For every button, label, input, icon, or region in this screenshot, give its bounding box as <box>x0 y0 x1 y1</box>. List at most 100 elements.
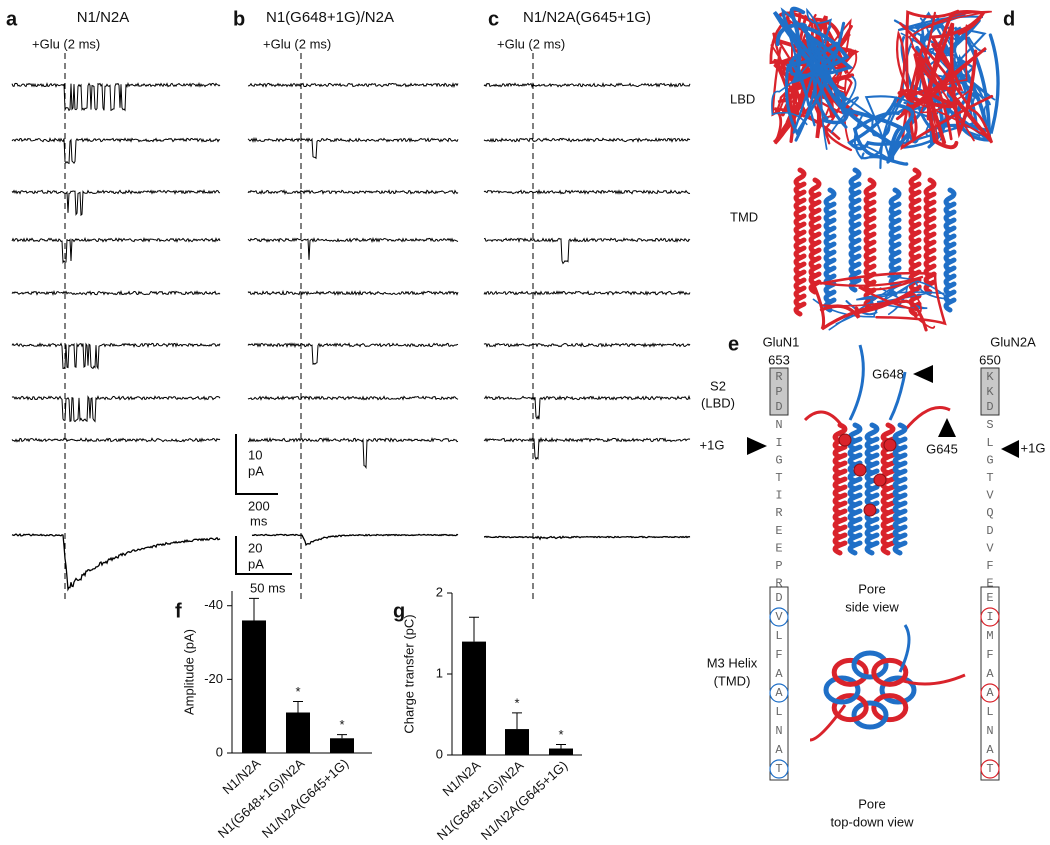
residue: S <box>986 418 993 432</box>
residue: Q <box>986 506 993 520</box>
protein-coil <box>889 102 915 161</box>
protein-helix <box>943 187 957 313</box>
single-channel-trace <box>247 236 459 260</box>
residue: I <box>986 610 993 624</box>
residue: F <box>986 648 993 662</box>
residue-label: G645 <box>926 441 958 456</box>
glycine-sphere <box>873 473 887 487</box>
protein-helix <box>847 422 863 556</box>
residue-circle <box>980 683 1000 703</box>
scale-label: 200 <box>248 498 270 513</box>
residue: A <box>986 686 994 700</box>
bar <box>286 712 310 753</box>
residue: M <box>986 629 993 643</box>
significance-mark: * <box>295 684 300 699</box>
glycine-sphere <box>853 463 867 477</box>
residue-circle <box>769 683 789 703</box>
protein-coil <box>830 75 859 134</box>
residue: T <box>775 762 782 776</box>
significance-mark: * <box>558 727 563 742</box>
residue: R <box>775 506 782 520</box>
residue: A <box>986 667 994 681</box>
helix-end <box>879 675 917 705</box>
residue: K <box>986 370 994 384</box>
average-trace <box>484 535 691 541</box>
arrowhead <box>747 437 767 455</box>
helix-end <box>851 650 889 680</box>
error-bar <box>249 597 259 621</box>
residue: T <box>775 471 782 485</box>
y-tick-label: 0 <box>216 744 223 759</box>
protein-helix <box>823 187 837 313</box>
residue: L <box>986 705 993 719</box>
region-label: (LBD) <box>701 395 735 410</box>
error-bar <box>556 743 566 749</box>
protein-helix <box>793 167 807 317</box>
error-bar <box>512 712 522 730</box>
single-channel-trace <box>483 137 691 143</box>
protein-coil <box>895 11 937 107</box>
protein-coil <box>888 371 907 421</box>
significance-mark: * <box>514 695 519 710</box>
residue: R <box>775 577 782 591</box>
scale-bar <box>235 536 292 575</box>
y-axis-label: Charge transfer (pC) <box>401 614 416 733</box>
m3-box <box>980 586 1000 781</box>
protein-coil <box>771 25 832 126</box>
single-channel-trace <box>483 81 691 89</box>
protein-coil <box>899 42 953 116</box>
y-tick-label: -40 <box>204 597 223 612</box>
single-channel-trace <box>11 236 221 264</box>
bar <box>330 738 354 753</box>
residue-circle <box>769 607 789 627</box>
single-channel-trace <box>247 342 459 365</box>
residue: A <box>775 743 783 757</box>
residue: V <box>775 610 783 624</box>
stimulus-label: +Glu (2 ms) <box>263 36 331 51</box>
average-trace <box>11 533 221 592</box>
residue: E <box>775 524 782 538</box>
residue: L <box>986 436 993 450</box>
single-channel-trace <box>11 289 221 296</box>
residue-circle <box>980 759 1000 779</box>
subunit-name: GluN1 <box>763 334 800 349</box>
view-label: Pore <box>858 796 885 811</box>
residue: F <box>775 648 782 662</box>
residue: A <box>775 686 783 700</box>
single-channel-trace <box>483 342 691 348</box>
residue: E <box>986 577 993 591</box>
scale-label: 50 ms <box>250 580 286 595</box>
residue: P <box>775 385 782 399</box>
residue: V <box>986 541 994 555</box>
bar <box>505 729 529 755</box>
protein-coil <box>819 271 947 326</box>
y-axis-label: Amplitude (pA) <box>181 629 196 715</box>
scale-label: pA <box>248 463 264 478</box>
single-channel-trace <box>11 395 221 423</box>
protein-helix <box>892 422 908 556</box>
trace-title: N1/N2A(G645+1G) <box>523 9 651 26</box>
view-label: top-down view <box>830 814 914 829</box>
glycine-sphere <box>838 433 852 447</box>
single-channel-trace <box>11 137 221 165</box>
single-channel-trace <box>11 342 221 370</box>
residue: L <box>775 629 782 643</box>
single-channel-trace <box>247 395 459 401</box>
residue: G <box>986 453 993 467</box>
residue: L <box>775 705 782 719</box>
protein-coil <box>895 46 987 121</box>
insert-label: +1G <box>700 437 725 452</box>
helix-end <box>871 657 909 687</box>
arrowhead <box>1001 440 1019 458</box>
panel-letter: g <box>393 600 405 622</box>
single-channel-trace <box>247 189 459 196</box>
residue: T <box>986 762 993 776</box>
single-channel-trace <box>483 236 691 265</box>
protein-coil <box>897 87 958 145</box>
single-channel-trace <box>247 82 459 89</box>
single-channel-trace <box>11 437 221 443</box>
protein-coil <box>806 7 833 150</box>
protein-coil <box>864 95 912 164</box>
